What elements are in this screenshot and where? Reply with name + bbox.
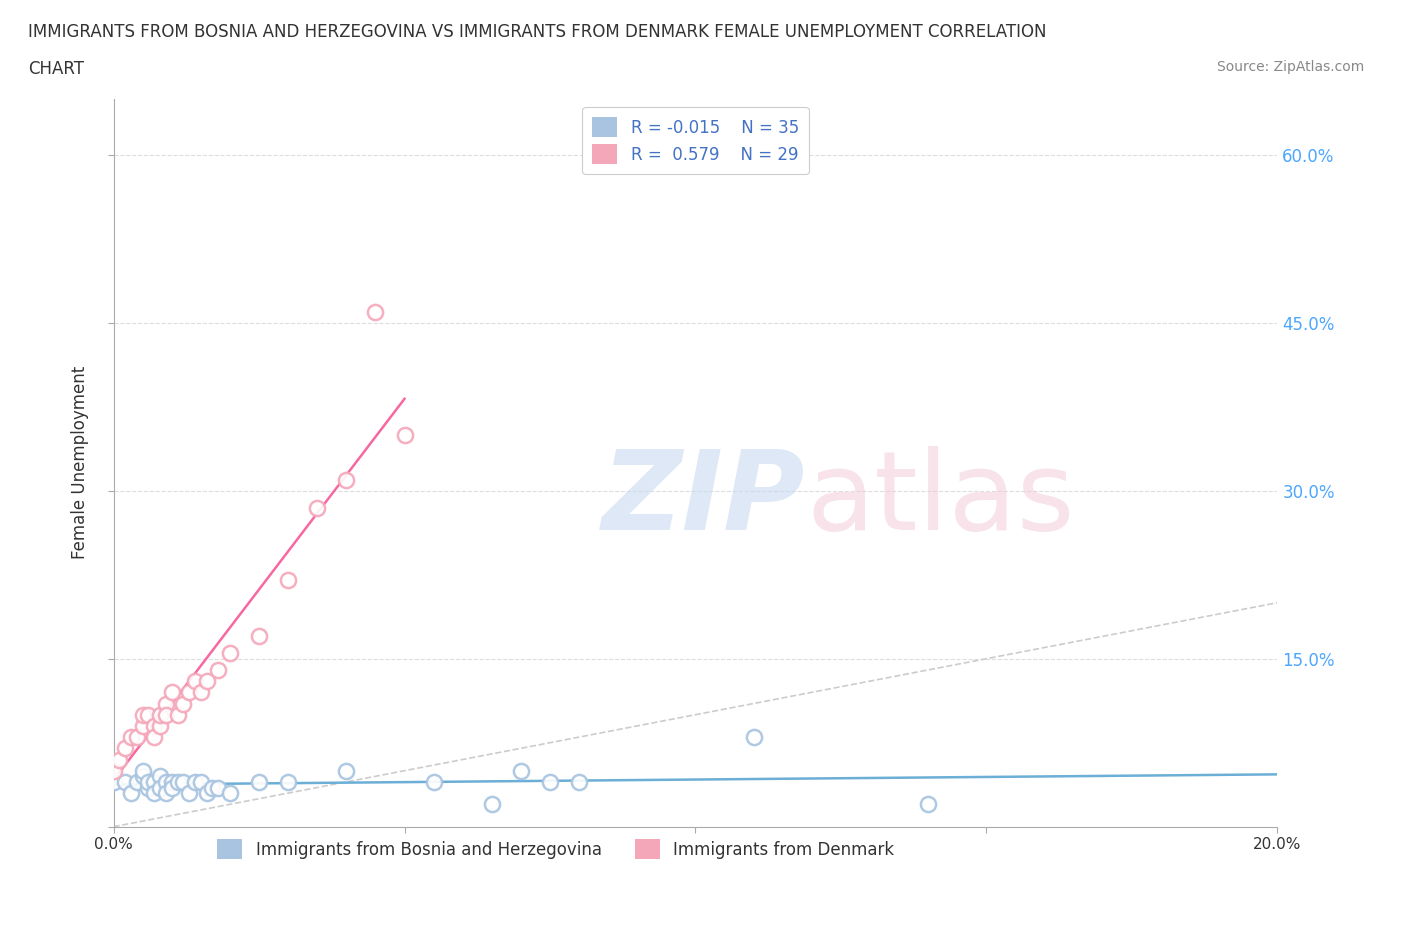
Text: atlas: atlas (806, 445, 1074, 552)
Y-axis label: Female Unemployment: Female Unemployment (72, 366, 89, 559)
Point (138, 708, 160, 723)
Point (149, 769, 172, 784)
Point (155, 708, 177, 723)
Point (335, 472, 357, 487)
Point (120, 730, 142, 745)
Point (179, 684, 201, 699)
Point (155, 775, 177, 790)
Point (307, 500, 329, 515)
Point (481, 797, 503, 812)
Legend: Immigrants from Bosnia and Herzegovina, Immigrants from Denmark: Immigrants from Bosnia and Herzegovina, … (207, 829, 904, 870)
Point (149, 780, 172, 795)
Point (335, 764, 357, 778)
Point (247, 629, 270, 644)
Point (103, 775, 125, 790)
Point (184, 775, 207, 790)
Point (143, 786, 166, 801)
Point (172, 696, 194, 711)
Point (277, 573, 299, 588)
Point (131, 764, 153, 778)
Point (149, 719, 172, 734)
Point (195, 786, 218, 801)
Point (364, 304, 387, 319)
Point (131, 719, 153, 734)
Point (219, 645, 242, 660)
Point (125, 775, 148, 790)
Point (138, 775, 160, 790)
Point (138, 780, 160, 795)
Text: Source: ZipAtlas.com: Source: ZipAtlas.com (1216, 60, 1364, 74)
Point (277, 775, 299, 790)
Point (160, 684, 183, 699)
Point (125, 730, 148, 745)
Point (917, 797, 939, 812)
Point (149, 708, 172, 723)
Point (538, 775, 561, 790)
Point (155, 786, 177, 801)
Point (394, 427, 416, 442)
Point (190, 775, 212, 790)
Point (114, 741, 136, 756)
Point (131, 708, 153, 723)
Point (207, 662, 229, 677)
Point (120, 786, 142, 801)
Point (195, 673, 218, 688)
Point (160, 775, 183, 790)
Point (155, 696, 177, 711)
Point (509, 764, 531, 778)
Point (422, 775, 444, 790)
Point (219, 786, 242, 801)
Point (166, 708, 188, 723)
Point (131, 769, 153, 784)
Point (190, 684, 212, 699)
Point (742, 730, 765, 745)
Point (184, 673, 207, 688)
Text: CHART: CHART (28, 60, 84, 78)
Text: ZIP: ZIP (602, 445, 806, 552)
Point (103, 764, 125, 778)
Point (568, 775, 591, 790)
Point (114, 775, 136, 790)
Point (247, 775, 270, 790)
Point (143, 730, 166, 745)
Point (207, 780, 229, 795)
Point (108, 752, 131, 767)
Point (201, 780, 224, 795)
Text: IMMIGRANTS FROM BOSNIA AND HERZEGOVINA VS IMMIGRANTS FROM DENMARK FEMALE UNEMPLO: IMMIGRANTS FROM BOSNIA AND HERZEGOVINA V… (28, 23, 1046, 41)
Point (143, 719, 166, 734)
Point (172, 775, 194, 790)
Point (143, 775, 166, 790)
Point (179, 786, 201, 801)
Point (160, 780, 183, 795)
Point (166, 775, 188, 790)
